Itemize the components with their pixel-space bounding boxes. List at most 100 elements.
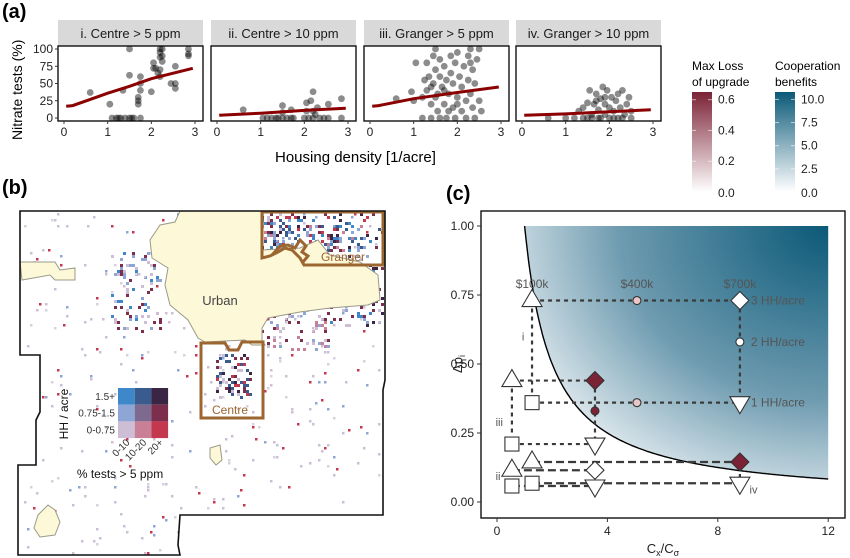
parcel-cell: [126, 531, 129, 534]
parcel-cell: [342, 405, 345, 408]
parcel-cell: [345, 255, 348, 258]
data-point: [453, 100, 461, 108]
data-point: [113, 114, 120, 122]
panel-c-xlabel: Cx/Cσ: [647, 541, 680, 558]
parcel-cell: [231, 366, 234, 369]
y-tick-label: 75: [40, 59, 54, 73]
parcel-cell: [342, 249, 345, 252]
parcel-cell: [222, 396, 225, 399]
data-point: [451, 114, 459, 122]
parcel-cell: [324, 321, 327, 324]
data-point: [605, 114, 613, 122]
parcel-cell: [162, 516, 165, 519]
parcel-cell: [318, 444, 321, 447]
data-point: [447, 52, 455, 60]
parcel-cell: [372, 213, 375, 216]
parcel-cell: [240, 369, 243, 372]
parcel-cell: [246, 378, 249, 381]
parcel-cell: [126, 288, 129, 291]
data-point: [458, 83, 466, 91]
y-tick-label: 0: [46, 111, 53, 125]
facet-strip: [516, 20, 661, 46]
parcel-cell: [102, 414, 105, 417]
parcel-cell: [126, 264, 129, 267]
parcel-cell: [150, 327, 153, 330]
parcel-cell: [345, 324, 348, 327]
parcel-cell: [309, 234, 312, 237]
parcel-cell: [318, 324, 321, 327]
x-tick-label: 2: [301, 125, 308, 139]
parcel-cell: [375, 237, 378, 240]
parcel-cell: [114, 264, 117, 267]
parcel-cell: [312, 237, 315, 240]
parcel-cell: [153, 438, 156, 441]
x-tick-label: 1: [410, 125, 417, 139]
parcel-cell: [279, 486, 282, 489]
parcel-cell: [96, 348, 99, 351]
data-point: [544, 114, 552, 122]
diamond-marker: [585, 370, 605, 391]
x-tick-label: 1: [104, 125, 111, 139]
parcel-cell: [198, 492, 201, 495]
parcel-cell: [222, 498, 225, 501]
colorbar-tick-label: 0.0: [718, 186, 735, 200]
data-point: [443, 76, 450, 84]
data-point: [171, 62, 179, 70]
parcel-cell: [96, 303, 99, 306]
parcel-cell: [315, 348, 318, 351]
parcel-cell: [279, 345, 282, 348]
parcel-cell: [222, 369, 225, 372]
parcel-cell: [342, 501, 345, 504]
parcel-cell: [270, 231, 273, 234]
urban-area: [33, 504, 61, 538]
data-point: [588, 114, 596, 122]
parcel-cell: [111, 294, 114, 297]
parcel-cell: [60, 255, 63, 258]
parcel-cell: [321, 231, 324, 234]
colorbar-title: benefits: [775, 75, 817, 89]
cooperation-benefit-region: [524, 226, 829, 479]
parcel-cell: [120, 267, 123, 270]
parcel-cell: [330, 237, 333, 240]
data-point: [152, 64, 160, 72]
parcel-cell: [153, 525, 156, 528]
data-point: [307, 97, 315, 105]
parcel-cell: [120, 270, 123, 273]
parcel-cell: [279, 228, 282, 231]
parcel-cell: [318, 381, 321, 384]
parcel-cell: [363, 246, 366, 249]
parcel-cell: [324, 447, 327, 450]
parcel-cell: [270, 234, 273, 237]
panel-c-plot: 0.00 0.25 0.50 0.75 1.00 0 4 8 12 Cx/Cσ Δpi $100k $4…: [450, 210, 846, 558]
parcel-cell: [219, 354, 222, 357]
parcel-cell: [288, 228, 291, 231]
parcel-cell: [300, 315, 303, 318]
parcel-cell: [57, 225, 60, 228]
data-point: [316, 114, 324, 122]
data-point: [156, 45, 164, 53]
parcel-cell: [348, 324, 351, 327]
parcel-cell: [216, 390, 219, 393]
parcel-cell: [153, 267, 156, 270]
colorbar-2: Cooperation benefits 10.0 7.5 5.0 2.5 0.0: [775, 59, 840, 200]
parcel-cell: [300, 339, 303, 342]
centre-label: Centre: [212, 403, 248, 417]
facet-plot-box: [363, 45, 510, 122]
data-point: [616, 104, 624, 112]
x-tick-label: 12: [822, 524, 836, 538]
parcel-cell: [315, 216, 318, 219]
parcel-cell: [246, 390, 249, 393]
parcel-cell: [297, 225, 300, 228]
parcel-cell: [306, 234, 309, 237]
parcel-cell: [207, 507, 210, 510]
parcel-cell: [42, 396, 45, 399]
parcel-cell: [126, 291, 129, 294]
data-point: [106, 100, 114, 108]
data-point: [279, 114, 286, 122]
data-point: [621, 111, 629, 118]
parcel-cell: [120, 459, 123, 462]
parcel-cell: [231, 387, 234, 390]
colorbar-title: of upgrade: [692, 75, 750, 89]
parcel-cell: [219, 375, 222, 378]
